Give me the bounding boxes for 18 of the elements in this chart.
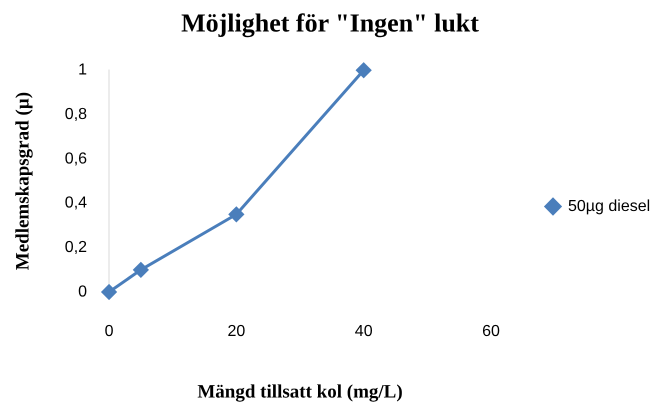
- x-tick-label: 60: [482, 323, 500, 340]
- y-axis-title: Medlemskapsgrad (µ): [12, 92, 34, 270]
- y-tick-label: 0: [78, 283, 88, 300]
- x-tick-label: 20: [227, 323, 246, 340]
- y-tick-label: 0,2: [64, 239, 88, 256]
- y-tick-label: 0,4: [64, 194, 88, 212]
- point: [102, 284, 117, 300]
- x-tick-label: 40: [354, 323, 373, 340]
- x-axis-title: Mängd tillsatt kol (mg/L): [197, 382, 403, 403]
- chart-title: Möjlighet för "Ingen" lukt: [181, 8, 480, 38]
- y-tick-label: 0,6: [64, 150, 88, 168]
- legend-label: 50µg diesel: [568, 198, 650, 215]
- x-tick-label: 0: [104, 323, 114, 340]
- y-tick-label: 0,8: [64, 106, 88, 123]
- point: [133, 262, 148, 278]
- point: [228, 206, 244, 222]
- point: [356, 62, 372, 78]
- y-tick-label: 1: [78, 62, 88, 79]
